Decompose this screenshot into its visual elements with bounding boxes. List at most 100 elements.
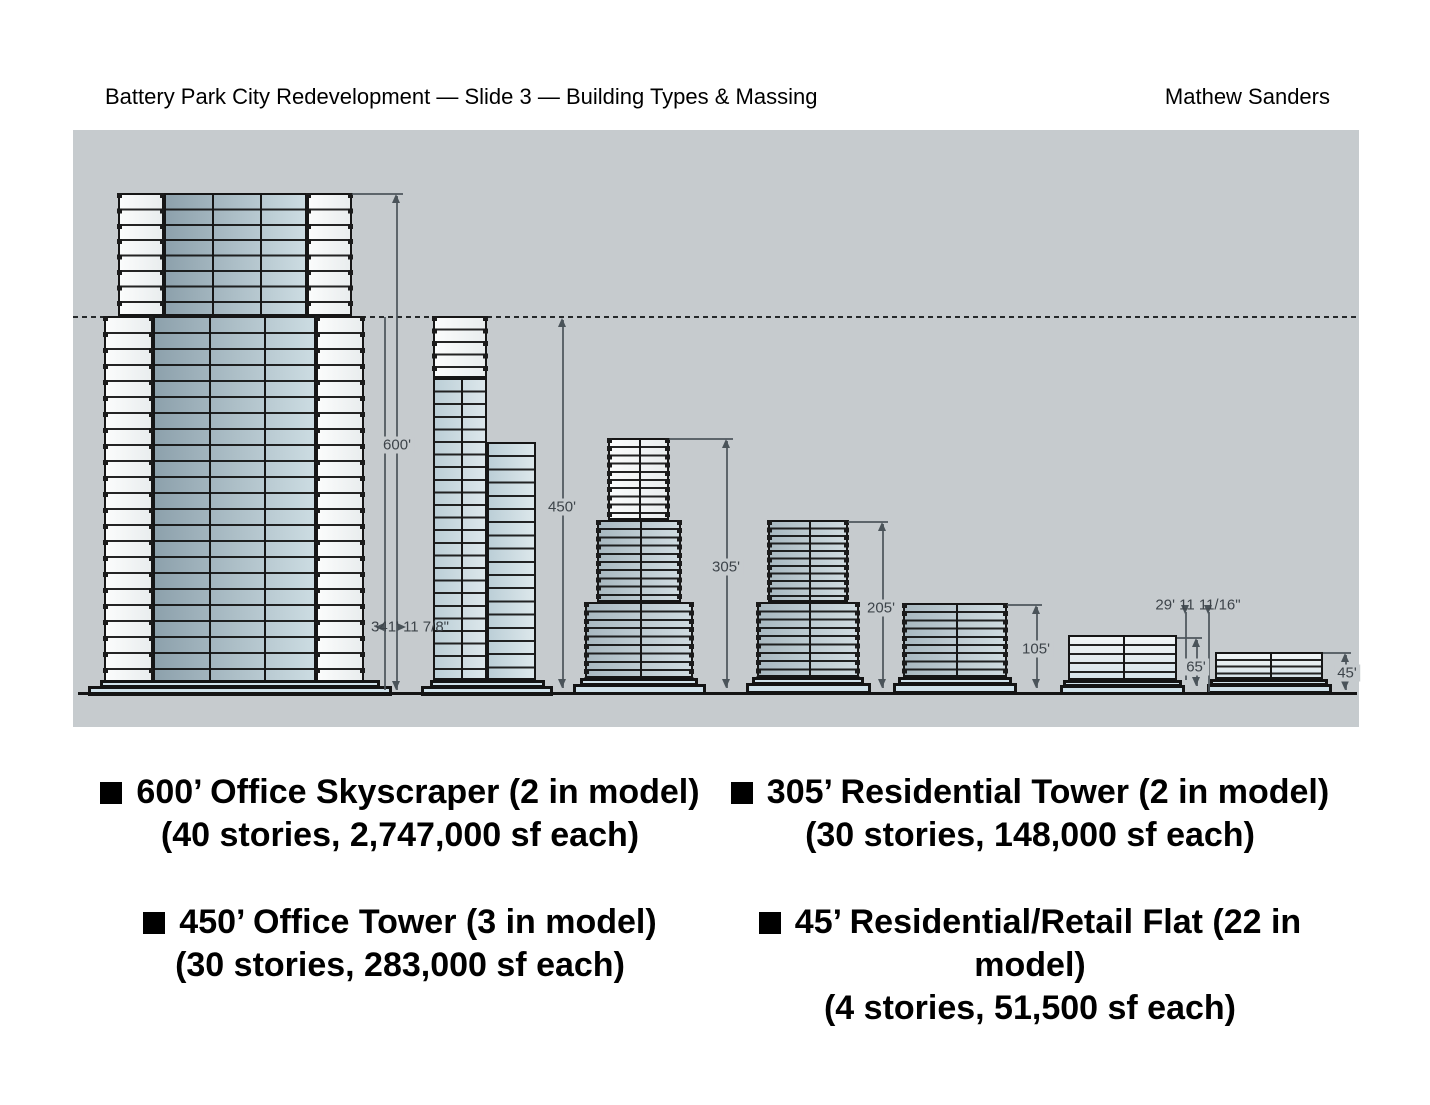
dim-label-450: 450' — [545, 498, 579, 516]
legend-item-450-office-tower: 450’ Office Tower (3 in model) (30 stori… — [75, 901, 725, 987]
column-nubs — [607, 438, 612, 520]
dim-label-29: 29' 11 11/16" — [1155, 596, 1241, 614]
column-nubs — [855, 602, 860, 677]
legend-subtitle: (40 stories, 2,747,000 sf each) — [160, 816, 640, 854]
ground-line — [78, 692, 1357, 695]
ext-line-45 — [1323, 652, 1351, 654]
b600-lower-right-wing — [315, 316, 365, 682]
arrow-down-29-right — [1204, 605, 1212, 614]
column-nubs — [677, 520, 682, 602]
b450-crown — [432, 316, 488, 378]
column-nubs — [315, 316, 320, 682]
column-nubs — [483, 316, 488, 378]
mullion — [212, 195, 214, 314]
b600-upper-left-wing — [117, 193, 165, 316]
b205-lower-tier — [756, 602, 860, 677]
mullion — [260, 195, 262, 314]
ext-line-305 — [669, 438, 733, 440]
column-nubs — [103, 316, 108, 682]
column-nubs — [306, 193, 311, 316]
arrow-up-205 — [878, 522, 886, 531]
b450-side-wing — [487, 442, 536, 680]
arrow-down-600 — [392, 681, 400, 690]
column-nubs — [689, 602, 694, 678]
ext-line-600 — [352, 193, 403, 195]
ext-line-105 — [1007, 604, 1042, 606]
b45-block — [1215, 652, 1323, 679]
mullion — [1270, 654, 1272, 677]
b65-block — [1068, 635, 1177, 680]
bullet-square-icon — [143, 912, 166, 934]
b305-lower-tier — [584, 602, 694, 678]
b600-upper-core — [164, 193, 307, 316]
b600-lower-left-wing — [103, 316, 154, 682]
slide-title: Battery Park City Redevelopment — Slide … — [105, 84, 818, 109]
dim-line-341 — [384, 317, 386, 690]
legend-title: 305’ Residential Tower (2 in model) — [766, 773, 1330, 811]
arrow-up-105 — [1032, 605, 1040, 614]
legend-title: 45’ Residential/Retail Flat (22 in model… — [794, 903, 1302, 984]
mullion — [461, 380, 463, 678]
dim-label-45: 45' — [1334, 664, 1360, 682]
legend-line-1: 45’ Residential/Retail Flat (22 in model… — [705, 901, 1355, 987]
legend-subtitle: (4 stories, 51,500 sf each) — [823, 989, 1236, 1027]
arrow-down-29-left — [1181, 605, 1189, 614]
column-nubs — [844, 520, 849, 602]
legend-title: 450’ Office Tower (3 in model) — [179, 903, 657, 941]
dim-label-600: 600' — [380, 436, 414, 454]
column-nubs — [160, 193, 165, 316]
dim-label-65: 65' — [1183, 658, 1209, 676]
b600-lower-core — [153, 316, 316, 682]
arrow-up-65 — [1192, 638, 1200, 647]
arrow-up-450 — [558, 318, 566, 327]
b205-upper-tier — [767, 520, 849, 602]
legend-line-1: 305’ Residential Tower (2 in model) — [705, 771, 1355, 814]
arrow-down-450 — [558, 679, 566, 688]
column-nubs — [902, 603, 907, 677]
dim-line-29-right — [1208, 612, 1210, 692]
mullion — [264, 318, 266, 680]
dim-label-341: 341' 11 7/8" — [371, 618, 449, 636]
mullion — [640, 522, 642, 600]
mullion — [640, 604, 642, 676]
arrow-up-305 — [722, 439, 730, 448]
column-nubs — [756, 602, 761, 677]
legend-subtitle: (30 stories, 283,000 sf each) — [175, 946, 625, 984]
column-nubs — [432, 316, 437, 378]
legend-item-45-residential-retail-flat: 45’ Residential/Retail Flat (22 in model… — [705, 901, 1355, 1030]
legend-item-305-residential-tower: 305’ Residential Tower (2 in model) (30 … — [705, 771, 1355, 857]
b450-shaft — [433, 378, 487, 680]
column-nubs — [348, 193, 353, 316]
b105-block — [902, 603, 1008, 677]
arrow-down-65 — [1192, 677, 1200, 686]
dim-line-29-left — [1185, 612, 1187, 680]
column-nubs — [665, 438, 670, 520]
legend-line-1: 600’ Office Skyscraper (2 in model) — [75, 771, 725, 814]
ext-line-65 — [1177, 637, 1202, 639]
arrow-left-341 — [375, 623, 384, 631]
massing-model-panel: 600' 341' 11 7/8" 450' 305' 205' 105' 65… — [73, 130, 1360, 727]
mullion — [209, 318, 211, 680]
b305-top-tier — [607, 438, 670, 520]
arrow-down-205 — [878, 679, 886, 688]
column-nubs — [1003, 603, 1008, 677]
column-nubs — [149, 316, 154, 682]
legend-item-600-office-skyscraper: 600’ Office Skyscraper (2 in model) (40 … — [75, 771, 725, 857]
slide-author: Mathew Sanders — [1164, 84, 1330, 109]
column-nubs — [584, 602, 589, 678]
mullion — [1123, 637, 1125, 678]
450ft-reference-dotted-line — [73, 316, 1359, 318]
arrow-down-305 — [722, 679, 730, 688]
arrow-up-45 — [1341, 653, 1349, 662]
b305-middle-tier — [596, 520, 682, 602]
column-nubs — [767, 520, 772, 602]
mullion — [956, 605, 958, 675]
legend-line-1: 450’ Office Tower (3 in model) — [75, 901, 725, 944]
column-nubs — [596, 520, 601, 602]
arrow-down-45 — [1341, 681, 1349, 690]
arrow-right-341 — [397, 623, 406, 631]
bullet-square-icon — [100, 782, 123, 804]
mullion — [809, 604, 811, 675]
bullet-square-icon — [730, 782, 753, 804]
